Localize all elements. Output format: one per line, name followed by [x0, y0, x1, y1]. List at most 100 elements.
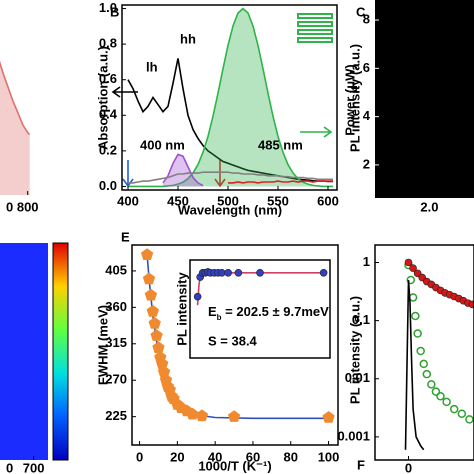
panel: 2.0 8 6 4 2 C Power (μW) Heter S — [342, 0, 474, 214]
x-tick-label: 800 — [17, 199, 39, 214]
y-tick-label: 1.0 — [99, 0, 117, 15]
panel: 400 450 500 550 600 0.0 0.2 0.4 0.6 0.8 1.0B Wavele… — [95, 0, 362, 217]
marker — [150, 329, 163, 341]
marker — [195, 409, 209, 422]
panel: 0 1 0.1 0.01 0.001 F PL intensity (a.u.) — [337, 244, 474, 474]
marker — [442, 397, 451, 407]
plot-frame — [374, 244, 474, 461]
marker — [457, 409, 467, 418]
panel-label: C — [356, 4, 366, 19]
plot-frame — [121, 4, 338, 191]
y-tick-label: 405 — [105, 262, 127, 277]
y-tick-label: 2 — [363, 156, 370, 171]
annotation-part: b — [217, 313, 222, 322]
annotation: Heter — [380, 11, 413, 26]
structure-icon — [297, 13, 333, 43]
marker — [256, 268, 264, 277]
y2-axis-title: PL intensity (a.u.) — [347, 44, 362, 152]
x-tick-label: 500 — [217, 193, 239, 208]
marker — [218, 268, 226, 277]
y-axis-title: Power (μW) — [342, 64, 357, 136]
y-tick-label: 6 — [363, 60, 370, 75]
x-tick-label: 20 — [170, 449, 184, 464]
annotation: hh — [180, 31, 196, 46]
marker — [431, 387, 441, 396]
y-tick-label: 315 — [105, 335, 127, 350]
marker — [156, 357, 169, 370]
marker — [465, 415, 474, 424]
annotation-part: E — [208, 304, 217, 319]
x-tick-label: 80 — [284, 449, 298, 464]
y-tick-label: 0.1 — [352, 312, 370, 327]
marker — [142, 272, 156, 285]
y-tick-label: 0.8 — [99, 36, 117, 51]
x-tick-label: 100 — [318, 449, 340, 464]
annotation-part: = 202.5 ± 9.7meV — [222, 304, 330, 319]
panel: 800 0 — [0, 60, 39, 214]
x-tick-label: 0 — [405, 460, 412, 474]
area-fill — [128, 8, 333, 187]
y-tick-label: 0.01 — [345, 370, 370, 385]
annotation: S = 38.4 — [208, 333, 258, 348]
marker — [419, 359, 428, 369]
marker — [140, 248, 154, 260]
annotation: 485 nm — [258, 137, 303, 152]
y-axis-title: PL intensity (a.u.) — [347, 296, 362, 404]
y-tick-label: 8 — [363, 11, 370, 26]
series-line — [404, 279, 425, 451]
marker — [416, 346, 425, 356]
y-tick-label: 1 — [363, 254, 370, 269]
marker — [404, 258, 413, 267]
marker — [422, 369, 432, 379]
marker — [449, 404, 459, 414]
panel: PL intensity Eb = 202.5 ± 9.7meV S = 38.4 — [174, 259, 331, 359]
panel: 0 20 40 60 80 100 225 270 315 360 405 E 1000/T (K⁻¹)… — [95, 229, 339, 473]
series-line — [128, 7, 333, 188]
annotation: 0 — [6, 199, 13, 214]
image-area — [375, 0, 474, 198]
marker — [152, 341, 165, 354]
marker — [144, 288, 158, 301]
x-tick-label: 0 — [136, 449, 143, 464]
y-axis-title: FWHM (meV) — [95, 305, 110, 385]
x-axis-title: Wavelength (nm) — [178, 202, 282, 217]
x-tick-label: 400 — [117, 193, 139, 208]
marker — [436, 391, 445, 401]
marker — [427, 380, 436, 389]
x-tick-label: 2.0 — [420, 199, 438, 214]
y-axis-title: PL intensity — [174, 272, 189, 346]
y-tick-label: 0.0 — [99, 178, 117, 193]
series-line — [128, 171, 333, 184]
panel-label: B — [110, 4, 119, 19]
marker — [468, 300, 474, 309]
marker — [408, 293, 418, 302]
panel: 700 0 — [0, 243, 48, 474]
y-tick-label: 360 — [105, 299, 127, 314]
marker — [319, 268, 328, 277]
panel-label: E — [121, 229, 130, 244]
y-tick-label: 225 — [105, 408, 127, 423]
annotation: 0 — [6, 460, 13, 474]
marker — [148, 317, 161, 329]
x-tick-label: 600 — [317, 193, 339, 208]
plot-frame — [131, 244, 339, 446]
marker — [322, 411, 335, 423]
marker — [406, 275, 416, 285]
annotation: lh — [146, 59, 158, 74]
x-tick-label: 40 — [208, 449, 222, 464]
y-tick-label: 0.2 — [99, 142, 117, 157]
panel-label: F — [357, 457, 365, 472]
annotation: Eb = 202.5 ± 9.7meV — [208, 304, 329, 321]
marker — [186, 407, 199, 420]
x-tick-label: 450 — [167, 193, 189, 208]
marker — [146, 304, 159, 317]
series-line — [196, 272, 324, 306]
marker — [227, 410, 241, 422]
marker — [234, 268, 243, 277]
x-axis-title: 1000/T (K⁻¹) — [198, 458, 271, 473]
marker — [157, 365, 171, 378]
series-line — [162, 153, 204, 187]
y-tick-label: 4 — [363, 108, 371, 123]
colorbar — [52, 242, 69, 461]
